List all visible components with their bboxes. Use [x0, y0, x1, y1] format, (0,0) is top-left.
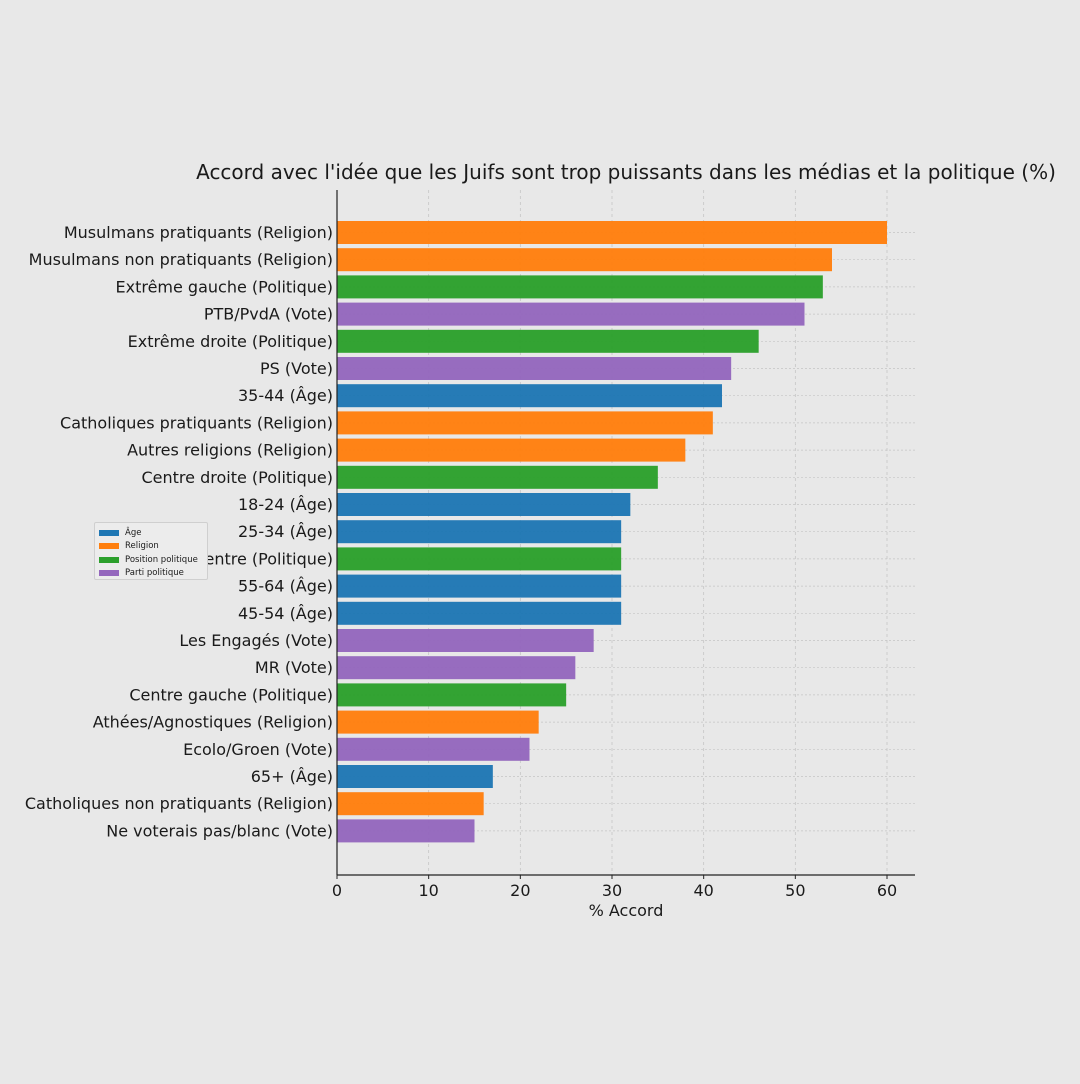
bars-group — [337, 221, 887, 843]
y-tick-label: 25-34 (Âge) — [238, 522, 333, 541]
x-tick-label: 0 — [332, 881, 342, 900]
y-tick-label: Centre droite (Politique) — [141, 468, 333, 487]
bar — [337, 302, 805, 326]
legend-label: Âge — [125, 527, 142, 538]
y-tick-label: Autres religions (Religion) — [127, 441, 333, 460]
x-tick-label: 20 — [510, 881, 530, 900]
y-tick-label: Extrême gauche (Politique) — [115, 277, 333, 296]
y-tick-label: MR (Vote) — [255, 658, 333, 677]
bar — [337, 520, 622, 544]
chart-title: Accord avec l'idée que les Juifs sont tr… — [196, 160, 1056, 184]
x-tick-label: 10 — [418, 881, 438, 900]
bar — [337, 384, 722, 408]
legend-swatch — [99, 570, 119, 577]
legend-swatch — [99, 556, 119, 563]
bar — [337, 574, 622, 598]
y-tick-label: Ecolo/Groen (Vote) — [183, 740, 333, 759]
y-tick-label: Les Engagés (Vote) — [179, 631, 333, 650]
bar — [337, 275, 823, 299]
legend-item: Âge — [99, 526, 207, 540]
x-tick-labels: 0 10 20 30 40 50 60 — [332, 875, 897, 900]
x-tick-label: 60 — [877, 881, 897, 900]
y-tick-label: 18-24 (Âge) — [238, 495, 333, 514]
y-tick-label: Centre gauche (Politique) — [129, 685, 333, 704]
y-tick-label: PTB/PvdA (Vote) — [204, 305, 333, 324]
bar — [337, 737, 530, 761]
y-tick-label: Musulmans pratiquants (Religion) — [64, 223, 333, 242]
bar — [337, 765, 493, 788]
legend-item: Position politique — [99, 553, 207, 567]
bar — [337, 656, 576, 680]
y-tick-label: 65+ (Âge) — [251, 767, 333, 786]
legend-item: Parti politique — [99, 567, 207, 581]
x-tick-label: 50 — [785, 881, 805, 900]
y-tick-label: Centre (Politique) — [193, 549, 333, 568]
x-tick-label: 30 — [602, 881, 622, 900]
legend-label: Position politique — [125, 554, 198, 565]
x-axis-label: % Accord — [589, 901, 664, 920]
y-tick-label: Athées/Agnostiques (Religion) — [93, 713, 333, 732]
x-tick-label: 40 — [693, 881, 713, 900]
legend: Âge Religion Position politique Parti polit… — [94, 522, 208, 580]
y-tick-label: 45-54 (Âge) — [238, 604, 333, 623]
y-tick-label: 35-44 (Âge) — [238, 386, 333, 405]
bar — [337, 629, 594, 652]
y-tick-labels: Musulmans pratiquants (Religion) Musulman… — [25, 223, 333, 840]
bar — [337, 357, 732, 380]
bar — [337, 792, 484, 816]
bar — [337, 438, 686, 462]
y-tick-label: Musulmans non pratiquants (Religion) — [29, 250, 333, 269]
legend-item: Religion — [99, 540, 207, 554]
legend-swatch — [99, 543, 119, 550]
bar — [337, 819, 475, 843]
bar — [337, 710, 539, 734]
legend-swatch — [99, 529, 119, 536]
bar — [337, 411, 713, 435]
legend-label: Religion — [125, 541, 159, 552]
bar — [337, 329, 759, 353]
bar — [337, 547, 622, 571]
bar — [337, 601, 622, 625]
y-tick-label: Catholiques pratiquants (Religion) — [60, 413, 333, 432]
y-tick-label: Ne voterais pas/blanc (Vote) — [106, 821, 333, 840]
y-tick-label: 55-64 (Âge) — [238, 577, 333, 596]
y-tick-label: PS (Vote) — [260, 359, 333, 378]
bar — [337, 683, 567, 707]
bar — [337, 465, 658, 489]
legend-label: Parti politique — [125, 568, 184, 579]
y-tick-label: Extrême droite (Politique) — [128, 332, 333, 351]
y-tick-label: Catholiques non pratiquants (Religion) — [25, 794, 333, 813]
bar — [337, 248, 832, 272]
bar — [337, 493, 631, 516]
bar — [337, 221, 887, 244]
